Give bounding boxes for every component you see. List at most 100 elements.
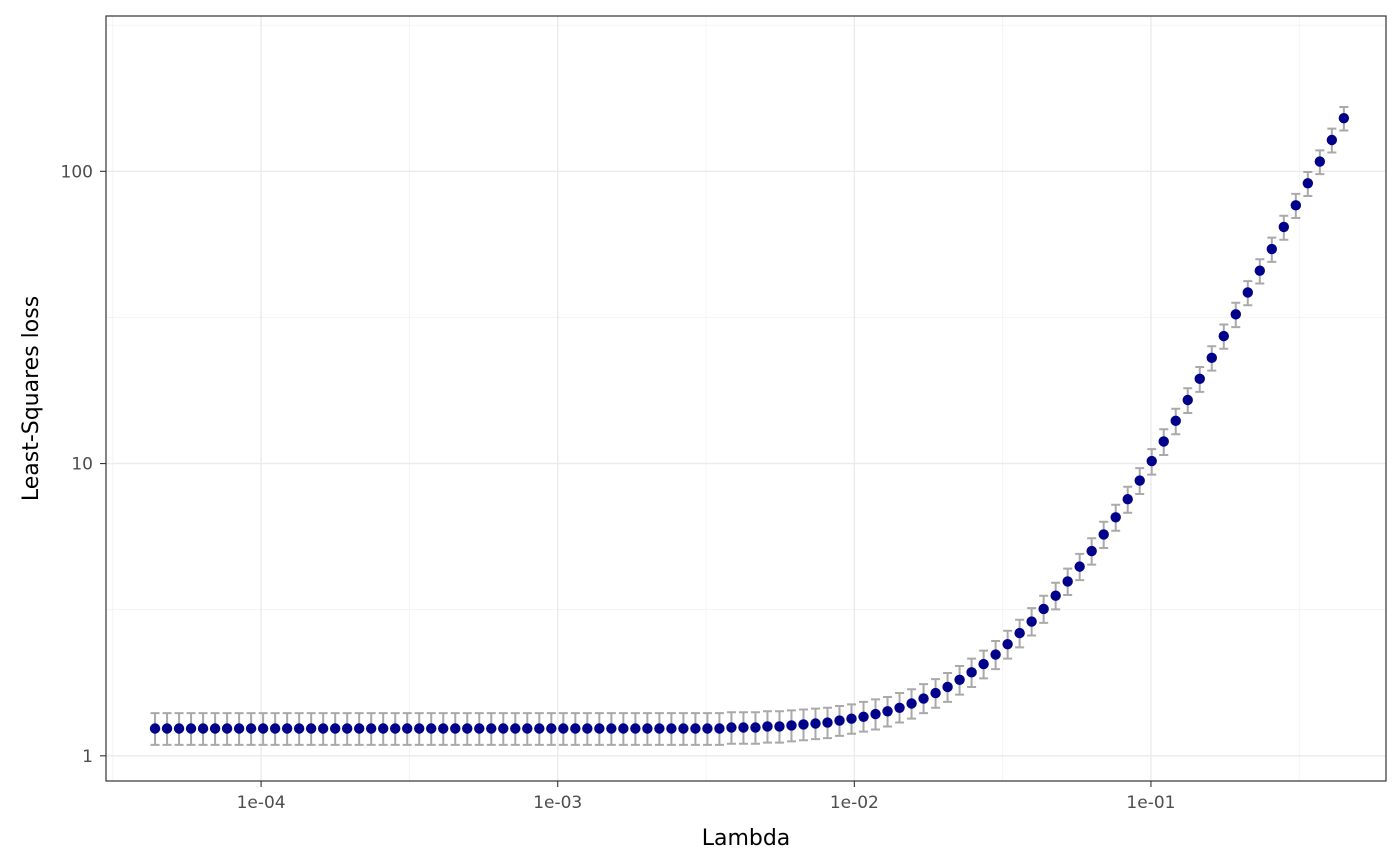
data-point bbox=[281, 723, 293, 734]
data-point bbox=[750, 722, 761, 733]
data-point bbox=[390, 723, 401, 734]
data-point bbox=[702, 723, 713, 734]
data-point bbox=[546, 723, 557, 734]
y-axis: 1 10 100 bbox=[61, 162, 106, 767]
y-tick-label: 10 bbox=[71, 455, 93, 475]
data-point bbox=[678, 723, 689, 734]
data-point bbox=[365, 723, 377, 734]
data-point bbox=[522, 723, 533, 734]
data-point bbox=[197, 723, 209, 734]
data-point bbox=[870, 708, 881, 720]
data-point bbox=[762, 721, 773, 732]
x-axis-title: Lambda bbox=[702, 826, 791, 851]
data-point bbox=[353, 723, 365, 734]
data-point bbox=[570, 723, 581, 734]
data-point bbox=[642, 723, 653, 734]
data-point bbox=[690, 723, 701, 734]
data-point bbox=[1026, 616, 1037, 627]
data-point bbox=[1194, 373, 1205, 385]
data-point bbox=[1218, 330, 1229, 342]
data-point bbox=[858, 711, 869, 722]
data-point bbox=[774, 721, 785, 732]
data-point bbox=[666, 723, 677, 734]
data-point bbox=[173, 723, 185, 734]
data-point bbox=[1158, 436, 1169, 447]
data-point bbox=[161, 723, 173, 734]
data-point bbox=[221, 723, 233, 734]
data-point bbox=[798, 719, 809, 730]
data-point bbox=[978, 658, 989, 670]
data-point bbox=[1146, 455, 1157, 467]
data-point bbox=[822, 717, 833, 728]
data-point bbox=[738, 722, 749, 733]
data-point bbox=[618, 723, 629, 734]
data-point bbox=[293, 723, 305, 734]
data-points bbox=[149, 112, 1350, 734]
x-axis: 1e-04 1e-03 1e-02 1e-01 bbox=[237, 781, 1175, 813]
data-point bbox=[438, 723, 449, 734]
data-point bbox=[714, 723, 725, 734]
data-point bbox=[1014, 627, 1025, 639]
data-point bbox=[1314, 156, 1326, 167]
data-point bbox=[257, 723, 269, 734]
data-point bbox=[414, 723, 425, 734]
y-tick-label: 100 bbox=[61, 162, 93, 182]
data-point bbox=[426, 723, 437, 734]
x-tick-label: 1e-04 bbox=[237, 793, 286, 813]
y-tick-label: 1 bbox=[82, 747, 93, 767]
data-point bbox=[894, 702, 905, 713]
data-point bbox=[966, 667, 977, 678]
data-point bbox=[594, 723, 605, 734]
data-point bbox=[1038, 603, 1049, 615]
data-point bbox=[1254, 265, 1265, 276]
data-point bbox=[1002, 638, 1013, 650]
x-tick-label: 1e-03 bbox=[533, 793, 582, 813]
data-point bbox=[918, 693, 929, 704]
data-point bbox=[786, 720, 797, 731]
data-point bbox=[990, 649, 1001, 660]
grid-lines bbox=[106, 16, 1386, 781]
data-point bbox=[930, 687, 941, 699]
data-point bbox=[654, 723, 665, 734]
data-point bbox=[377, 723, 389, 734]
data-point bbox=[1074, 561, 1085, 572]
data-point bbox=[1302, 178, 1314, 189]
data-point bbox=[1134, 475, 1145, 486]
data-point bbox=[486, 723, 497, 734]
data-point bbox=[402, 723, 413, 734]
data-point bbox=[317, 723, 329, 734]
data-point bbox=[1098, 529, 1109, 540]
data-point bbox=[1242, 287, 1253, 298]
data-point bbox=[810, 718, 821, 729]
y-axis-title: Least-Squares loss bbox=[19, 296, 44, 501]
data-point bbox=[209, 723, 221, 734]
data-point bbox=[474, 723, 485, 734]
data-point bbox=[462, 723, 473, 734]
data-point bbox=[1050, 590, 1061, 601]
data-point bbox=[606, 723, 617, 734]
error-bars bbox=[150, 105, 1349, 746]
data-point bbox=[1230, 309, 1241, 320]
data-point bbox=[1170, 415, 1181, 427]
x-tick-label: 1e-02 bbox=[830, 793, 879, 813]
data-point bbox=[834, 715, 845, 726]
data-point bbox=[305, 723, 317, 734]
x-tick-label: 1e-01 bbox=[1126, 793, 1175, 813]
data-point bbox=[1122, 494, 1133, 505]
data-point bbox=[1290, 200, 1302, 211]
data-point bbox=[1326, 134, 1338, 146]
data-point bbox=[582, 723, 593, 734]
data-point bbox=[630, 723, 641, 734]
data-point bbox=[1182, 394, 1193, 406]
data-point bbox=[1206, 352, 1217, 364]
data-point bbox=[269, 723, 281, 734]
data-point bbox=[233, 723, 245, 734]
data-point bbox=[498, 723, 509, 734]
data-point bbox=[1062, 576, 1073, 587]
data-point bbox=[149, 723, 161, 734]
data-point bbox=[942, 681, 953, 693]
data-point bbox=[954, 674, 965, 686]
data-point bbox=[450, 723, 461, 734]
data-point bbox=[726, 722, 737, 733]
